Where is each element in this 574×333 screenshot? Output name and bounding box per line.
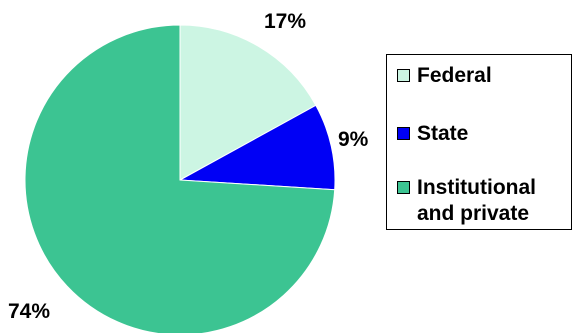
legend-label-line-2: and private (417, 202, 530, 225)
legend-entry-institutional-private: Institutional and private (397, 175, 536, 227)
legend-label-federal: Federal (417, 64, 492, 87)
legend-entry-federal: Federal (397, 63, 492, 89)
legend-label-state: State (417, 122, 469, 145)
pie-slices (24, 24, 336, 333)
legend-swatch-institutional-private (397, 181, 410, 194)
pie-slice-institutional-private (24, 24, 336, 333)
pie-slice-federal (179, 24, 317, 181)
slice-value-label-institutional-private: 74% (8, 300, 50, 323)
legend-label-institutional-private: Institutional and private (417, 175, 536, 227)
slice-value-label-federal: 17% (264, 10, 306, 33)
chart-legend: Federal State Institutional and private (386, 54, 572, 230)
legend-label-line-1: Institutional (417, 176, 536, 199)
slice-value-label-state: 9% (338, 128, 369, 151)
legend-entry-state: State (397, 121, 468, 147)
legend-swatch-federal (397, 69, 410, 82)
pie-slice-state (178, 104, 336, 191)
legend-swatch-state (397, 127, 410, 140)
